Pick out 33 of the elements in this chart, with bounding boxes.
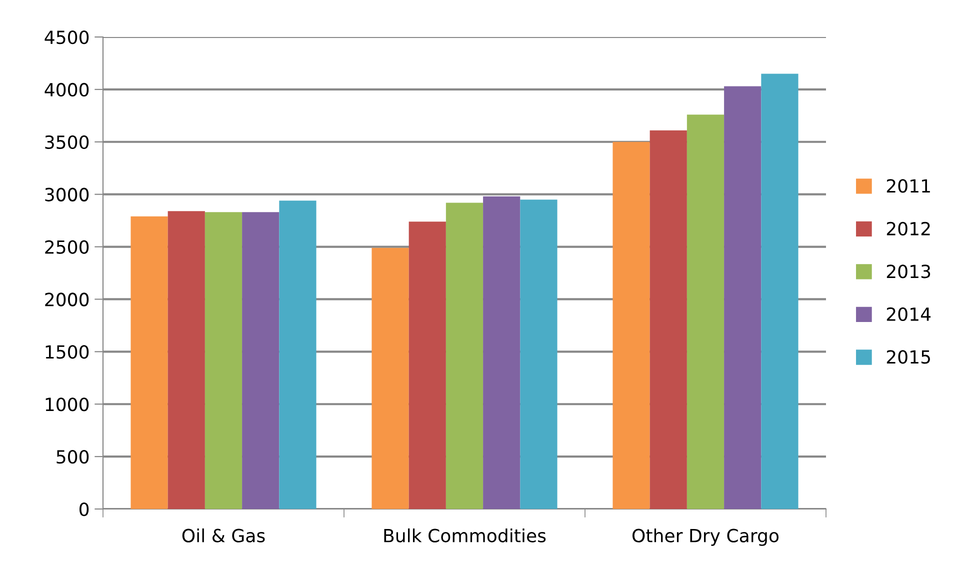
bar <box>483 196 520 509</box>
bar <box>724 86 762 509</box>
bar <box>168 211 205 509</box>
bar <box>204 212 242 509</box>
bar <box>372 248 409 509</box>
x-tick-label: Other Dry Cargo <box>632 528 779 546</box>
x-tick-label: Oil & Gas <box>182 528 265 542</box>
y-tick-label: 4500 <box>44 30 89 44</box>
bar <box>130 216 168 509</box>
legend-label: 2012 <box>886 222 930 236</box>
y-tick-label: 500 <box>56 450 89 464</box>
x-tick-label: Bulk Commodities <box>384 528 546 542</box>
y-tick-label: 2500 <box>45 240 89 254</box>
bar <box>612 142 650 509</box>
y-tick-label: 4000 <box>44 82 89 97</box>
bar <box>446 202 484 509</box>
y-tick-label: 0 <box>80 502 89 516</box>
y-tick-label: 1500 <box>46 345 89 359</box>
bar <box>686 114 724 509</box>
bar <box>650 130 687 509</box>
legend-label: 2015 <box>886 350 930 364</box>
y-tick-label: 3000 <box>45 188 89 202</box>
legend-label: 2014 <box>886 307 931 321</box>
bar <box>242 212 280 509</box>
bar <box>279 200 316 509</box>
y-tick-label: 3500 <box>45 135 89 150</box>
bar <box>761 74 798 509</box>
legend-label: 2011 <box>886 179 930 193</box>
bar <box>408 222 446 509</box>
bar <box>520 200 558 509</box>
y-tick-label: 2000 <box>45 292 89 306</box>
legend-label: 2013 <box>886 264 930 278</box>
y-tick-label: 1000 <box>46 398 89 412</box>
